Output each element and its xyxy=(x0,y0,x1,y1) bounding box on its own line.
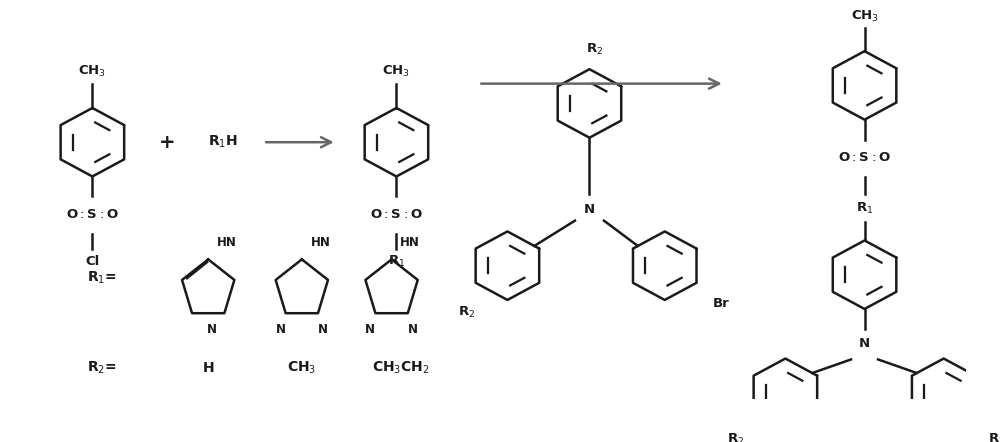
Text: CH$_3$: CH$_3$ xyxy=(287,359,316,376)
Text: N: N xyxy=(859,337,870,350)
Text: R$_2$: R$_2$ xyxy=(458,305,475,320)
Text: N: N xyxy=(408,323,418,336)
Text: O$:$S$:$O: O$:$S$:$O xyxy=(838,151,891,164)
Text: O$:$S$:$O: O$:$S$:$O xyxy=(66,208,119,221)
Text: CH$_3$: CH$_3$ xyxy=(382,65,410,80)
Text: R$_1$: R$_1$ xyxy=(856,201,873,216)
Text: HN: HN xyxy=(311,236,330,249)
Text: R$_2$: R$_2$ xyxy=(988,432,1000,442)
Text: R$_2$: R$_2$ xyxy=(727,432,744,442)
Text: N: N xyxy=(318,323,328,336)
Text: Cl: Cl xyxy=(85,255,100,268)
Text: R$_1$: R$_1$ xyxy=(388,254,405,269)
Text: HN: HN xyxy=(217,236,237,249)
Text: N: N xyxy=(365,323,375,336)
Text: R$_2$: R$_2$ xyxy=(586,42,603,57)
Text: O$:$S$:$O: O$:$S$:$O xyxy=(370,208,423,221)
Text: N: N xyxy=(276,323,286,336)
Text: R$_1$H: R$_1$H xyxy=(208,134,238,150)
Text: Br: Br xyxy=(712,297,729,310)
Text: N: N xyxy=(207,323,217,336)
Text: N: N xyxy=(584,203,595,216)
Text: +: + xyxy=(158,133,175,152)
Text: R$_1$=: R$_1$= xyxy=(87,269,117,286)
Text: H: H xyxy=(202,361,214,374)
Text: CH$_3$: CH$_3$ xyxy=(851,9,879,24)
Text: R$_2$=: R$_2$= xyxy=(87,359,117,376)
Text: CH$_3$: CH$_3$ xyxy=(78,65,106,80)
Text: CH$_3$CH$_2$: CH$_3$CH$_2$ xyxy=(372,359,430,376)
Text: HN: HN xyxy=(400,236,420,249)
